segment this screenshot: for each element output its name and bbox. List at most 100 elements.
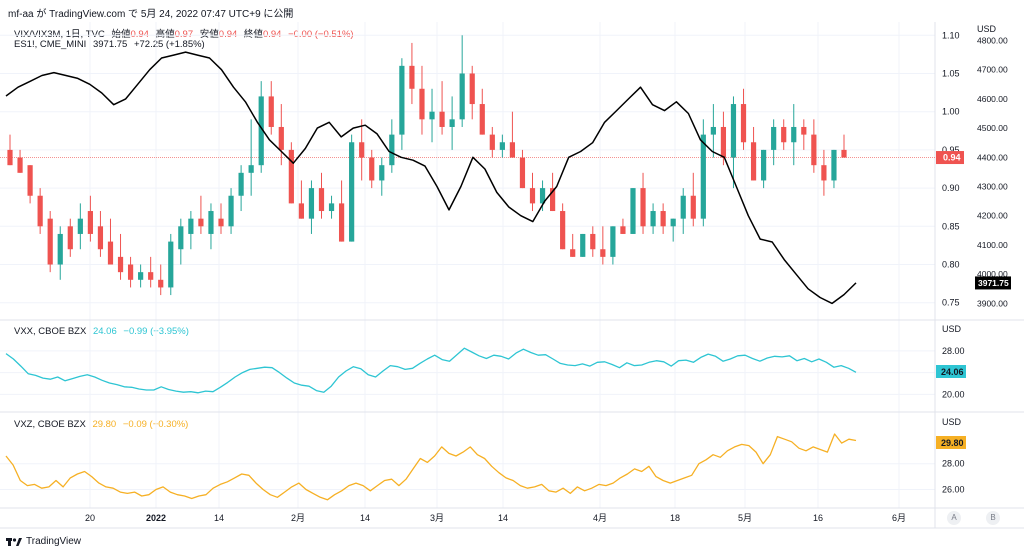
- candle-body: [87, 211, 93, 234]
- time-axis-label: 2月: [291, 513, 305, 523]
- candle-body: [198, 218, 204, 227]
- main-change: −0.00 (−0.51%): [288, 29, 354, 40]
- close-value: 0.94: [262, 29, 282, 40]
- candle-body: [620, 226, 626, 234]
- candle-body: [479, 104, 485, 135]
- es-legend: ES1!, CME_MINI 3971.75 +72.25 (+1.85%): [14, 39, 205, 50]
- candle-body: [499, 142, 505, 150]
- candle-body: [67, 226, 73, 250]
- main-price-tick: 0.85: [942, 221, 960, 231]
- candle-body: [379, 165, 385, 181]
- vxx-line: [5, 347, 857, 394]
- vxz-usd-label: USD: [942, 417, 962, 427]
- time-axis-label: 14: [360, 513, 370, 523]
- candle-body: [288, 149, 294, 204]
- vxx-price-tick: 20.00: [942, 389, 965, 399]
- candle-body: [590, 233, 596, 250]
- candle-body: [439, 111, 445, 127]
- main-symbol[interactable]: VIX/VIX3M, 1日, TVC: [14, 29, 105, 40]
- main-price-tick: 1.00: [942, 107, 960, 117]
- es-price-tick: 4000.00: [977, 269, 1008, 279]
- es-price-tick: 4600.00: [977, 94, 1008, 104]
- candle-body: [138, 272, 144, 280]
- candle-body: [740, 104, 747, 143]
- es-line: [5, 51, 857, 305]
- price-tag-vxz: 29.80: [936, 436, 966, 449]
- candle-body: [7, 149, 13, 166]
- main-price-tick: 1.10: [942, 30, 960, 40]
- candle-body: [268, 96, 274, 127]
- axes-group: 20 2022 14 2月 14 3月 14 4月 18 5月 16 6月 1.10 1.05 1.00 0.…: [85, 30, 1008, 523]
- candle-body: [630, 188, 636, 234]
- vxz-price-tick: 26.00: [942, 485, 965, 495]
- vxz-price-tag: 29.80: [941, 438, 964, 448]
- vxz-price-tick: 28.00: [942, 459, 965, 469]
- es-change: +72.25 (+1.85%): [133, 39, 205, 50]
- time-axis-label: 14: [214, 513, 224, 523]
- candle-body: [811, 134, 817, 166]
- candle-body: [761, 149, 767, 181]
- candle-body: [781, 126, 787, 143]
- candle-body: [127, 264, 134, 280]
- candle-body: [720, 126, 727, 158]
- candle-body: [27, 165, 33, 196]
- price-tag-es: 3971.75: [975, 276, 1011, 290]
- candle-body: [550, 188, 556, 212]
- es-price-tick: 4300.00: [977, 182, 1008, 192]
- publisher-name[interactable]: mf-aa: [8, 9, 34, 20]
- main-price-tick: 1.05: [942, 68, 960, 78]
- es-symbol[interactable]: ES1!, CME_MINI: [14, 39, 87, 50]
- candle-body: [278, 126, 284, 150]
- candle-body: [539, 188, 546, 204]
- high-value: 0.97: [174, 29, 194, 40]
- candle-body: [158, 279, 164, 288]
- candle-body: [640, 188, 646, 227]
- candle-body: [831, 149, 837, 181]
- price-tag-vix: 0.94: [936, 151, 964, 165]
- candle-body: [77, 218, 83, 234]
- es-price-tag: 3971.75: [978, 278, 1009, 288]
- es-price-tick: 4500.00: [977, 123, 1008, 133]
- candle-body: [710, 126, 716, 135]
- candle-body: [17, 157, 23, 173]
- vxx-price-tag: 24.06: [941, 367, 964, 377]
- candle-body: [560, 211, 566, 250]
- candle-body: [57, 233, 63, 265]
- candle-body: [399, 65, 405, 135]
- low-label: 安値: [199, 29, 219, 40]
- candle-body: [610, 226, 616, 257]
- candle-body: [690, 195, 696, 219]
- es-price-tick: 4700.00: [977, 65, 1008, 75]
- close-label: 終値: [243, 29, 263, 40]
- candle-body: [670, 218, 676, 227]
- candle-body: [680, 195, 686, 219]
- candle-body: [218, 218, 224, 227]
- vxx-symbol[interactable]: VXX, CBOE BZX: [14, 326, 87, 337]
- main-price-tick: 0.95: [942, 145, 960, 155]
- candles-group: [7, 35, 847, 296]
- candle-body: [369, 157, 375, 181]
- vxz-value: 29.80: [92, 419, 117, 430]
- candle-body: [449, 119, 455, 127]
- publish-info: が TradingView.com で 5月 24, 2022 07:47 UT…: [36, 9, 294, 20]
- candle-body: [419, 88, 425, 120]
- candle-body: [841, 149, 847, 158]
- vxz-symbol[interactable]: VXZ, CBOE BZX: [14, 419, 86, 430]
- candle-body: [519, 157, 526, 189]
- candle-body: [801, 126, 807, 135]
- footer-brand[interactable]: TradingView: [26, 536, 82, 547]
- main-price-tick: 0.90: [942, 183, 960, 193]
- candle-body: [821, 165, 827, 181]
- candle-body: [349, 142, 355, 242]
- candle-body: [650, 211, 656, 227]
- candle-body: [148, 272, 154, 280]
- candle-body: [509, 142, 516, 158]
- candle-body: [791, 126, 797, 143]
- candle-body: [580, 233, 586, 257]
- candle-body: [389, 134, 395, 166]
- auto-scale-button[interactable]: A: [947, 511, 961, 525]
- low-value: 0.94: [218, 29, 238, 40]
- candle-body: [409, 65, 415, 89]
- log-scale-button[interactable]: B: [986, 511, 1000, 525]
